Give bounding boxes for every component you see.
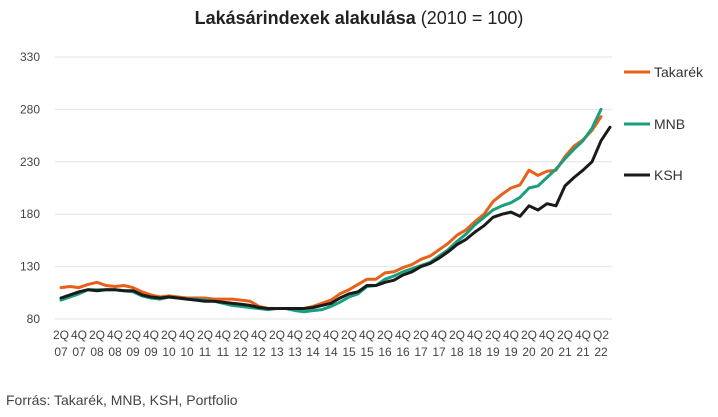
x-tick-label-year: 09 <box>126 345 140 359</box>
x-tick-label: 2Q <box>449 328 465 342</box>
x-tick-label-year: 09 <box>144 345 158 359</box>
x-tick-label: 4Q <box>179 328 195 342</box>
x-tick-label-year: 07 <box>54 345 68 359</box>
x-tick-label-year: 07 <box>72 345 86 359</box>
x-tick-label-year: 11 <box>199 345 212 359</box>
x-tick-label: Q2 <box>593 328 609 342</box>
legend-label: Takarék <box>654 64 704 80</box>
x-tick-label: 4Q <box>143 328 159 342</box>
x-tick-label-year: 13 <box>288 345 302 359</box>
x-tick-label-year: 16 <box>378 345 392 359</box>
x-tick-label: 2Q <box>485 328 501 342</box>
x-tick-label-year: 19 <box>486 345 500 359</box>
x-tick-label-year: 21 <box>576 345 590 359</box>
legend-label: MNB <box>654 116 685 132</box>
x-tick-label: 4Q <box>503 328 519 342</box>
chart-title-suffix: (2010 = 100) <box>415 8 524 28</box>
x-tick-label: 4Q <box>251 328 267 342</box>
x-tick-label-year: 20 <box>522 345 536 359</box>
legend: Takarék MNB KSH <box>624 64 704 183</box>
series-line-ksh <box>59 125 612 310</box>
x-tick-label-year: 17 <box>414 345 428 359</box>
x-tick-label: 2Q <box>341 328 357 342</box>
x-tick-label-year: 13 <box>270 345 284 359</box>
x-tick-label: 2Q <box>305 328 321 342</box>
x-tick-label: 2Q <box>89 328 105 342</box>
x-tick-label-year: 11 <box>217 345 230 359</box>
x-tick-label: 2Q <box>377 328 393 342</box>
x-tick-label-year: 18 <box>468 345 482 359</box>
x-tick-label-year: 14 <box>324 345 338 359</box>
x-tick-label-year: 12 <box>234 345 248 359</box>
legend-label: KSH <box>654 167 683 183</box>
x-axis: 2Q074Q072Q084Q082Q094Q092Q104Q102Q114Q11… <box>53 328 609 359</box>
source-note: Forrás: Takarék, MNB, KSH, Portfolio <box>6 392 238 408</box>
x-tick-label: 2Q <box>53 328 69 342</box>
y-tick-label: 230 <box>20 155 40 169</box>
x-tick-label-year: 14 <box>306 345 320 359</box>
series-line-takark <box>59 115 603 310</box>
x-tick-label: 4Q <box>107 328 123 342</box>
x-tick-label-year: 21 <box>558 345 572 359</box>
x-tick-label: 2Q <box>197 328 213 342</box>
x-tick-label-year: 10 <box>162 345 176 359</box>
x-tick-label: 4Q <box>575 328 591 342</box>
gridlines <box>55 56 612 320</box>
y-tick-label: 280 <box>20 102 40 116</box>
series-lines <box>59 107 612 314</box>
y-axis: 80 130 180 230 280 330 <box>20 50 40 326</box>
x-tick-label: 4Q <box>467 328 483 342</box>
x-tick-label-year: 19 <box>504 345 518 359</box>
chart-title: Lakásárindexek alakulása (2010 = 100) <box>0 8 718 29</box>
x-tick-label: 2Q <box>125 328 141 342</box>
chart-title-main: Lakásárindexek alakulása <box>194 8 416 28</box>
x-tick-label: 2Q <box>521 328 537 342</box>
x-tick-label-year: 17 <box>432 345 446 359</box>
x-tick-label-year: 15 <box>342 345 356 359</box>
x-tick-label: 4Q <box>395 328 411 342</box>
x-tick-label-year: 10 <box>180 345 194 359</box>
series-line-mnb <box>59 107 603 314</box>
x-tick-label: 4Q <box>215 328 231 342</box>
x-tick-label: 4Q <box>71 328 87 342</box>
y-tick-label: 330 <box>20 50 40 64</box>
x-tick-label: 4Q <box>539 328 555 342</box>
x-tick-label: 4Q <box>287 328 303 342</box>
x-tick-label-year: 08 <box>108 345 122 359</box>
x-tick-label: 2Q <box>413 328 429 342</box>
x-tick-label-year: 16 <box>396 345 410 359</box>
x-tick-label: 4Q <box>323 328 339 342</box>
x-tick-label-year: 15 <box>360 345 374 359</box>
y-tick-label: 130 <box>20 260 40 274</box>
y-tick-label: 80 <box>27 312 41 326</box>
x-tick-label: 4Q <box>431 328 447 342</box>
x-tick-label-year: 08 <box>90 345 104 359</box>
x-tick-label: 2Q <box>233 328 249 342</box>
y-tick-label: 180 <box>20 207 40 221</box>
x-tick-label: 2Q <box>161 328 177 342</box>
x-tick-label: 4Q <box>359 328 375 342</box>
x-tick-label-year: 18 <box>450 345 464 359</box>
x-tick-label: 2Q <box>557 328 573 342</box>
x-tick-label: 2Q <box>269 328 285 342</box>
x-tick-label-year: 12 <box>252 345 266 359</box>
x-tick-label-year: 20 <box>540 345 554 359</box>
x-tick-label-year: 22 <box>594 345 608 359</box>
